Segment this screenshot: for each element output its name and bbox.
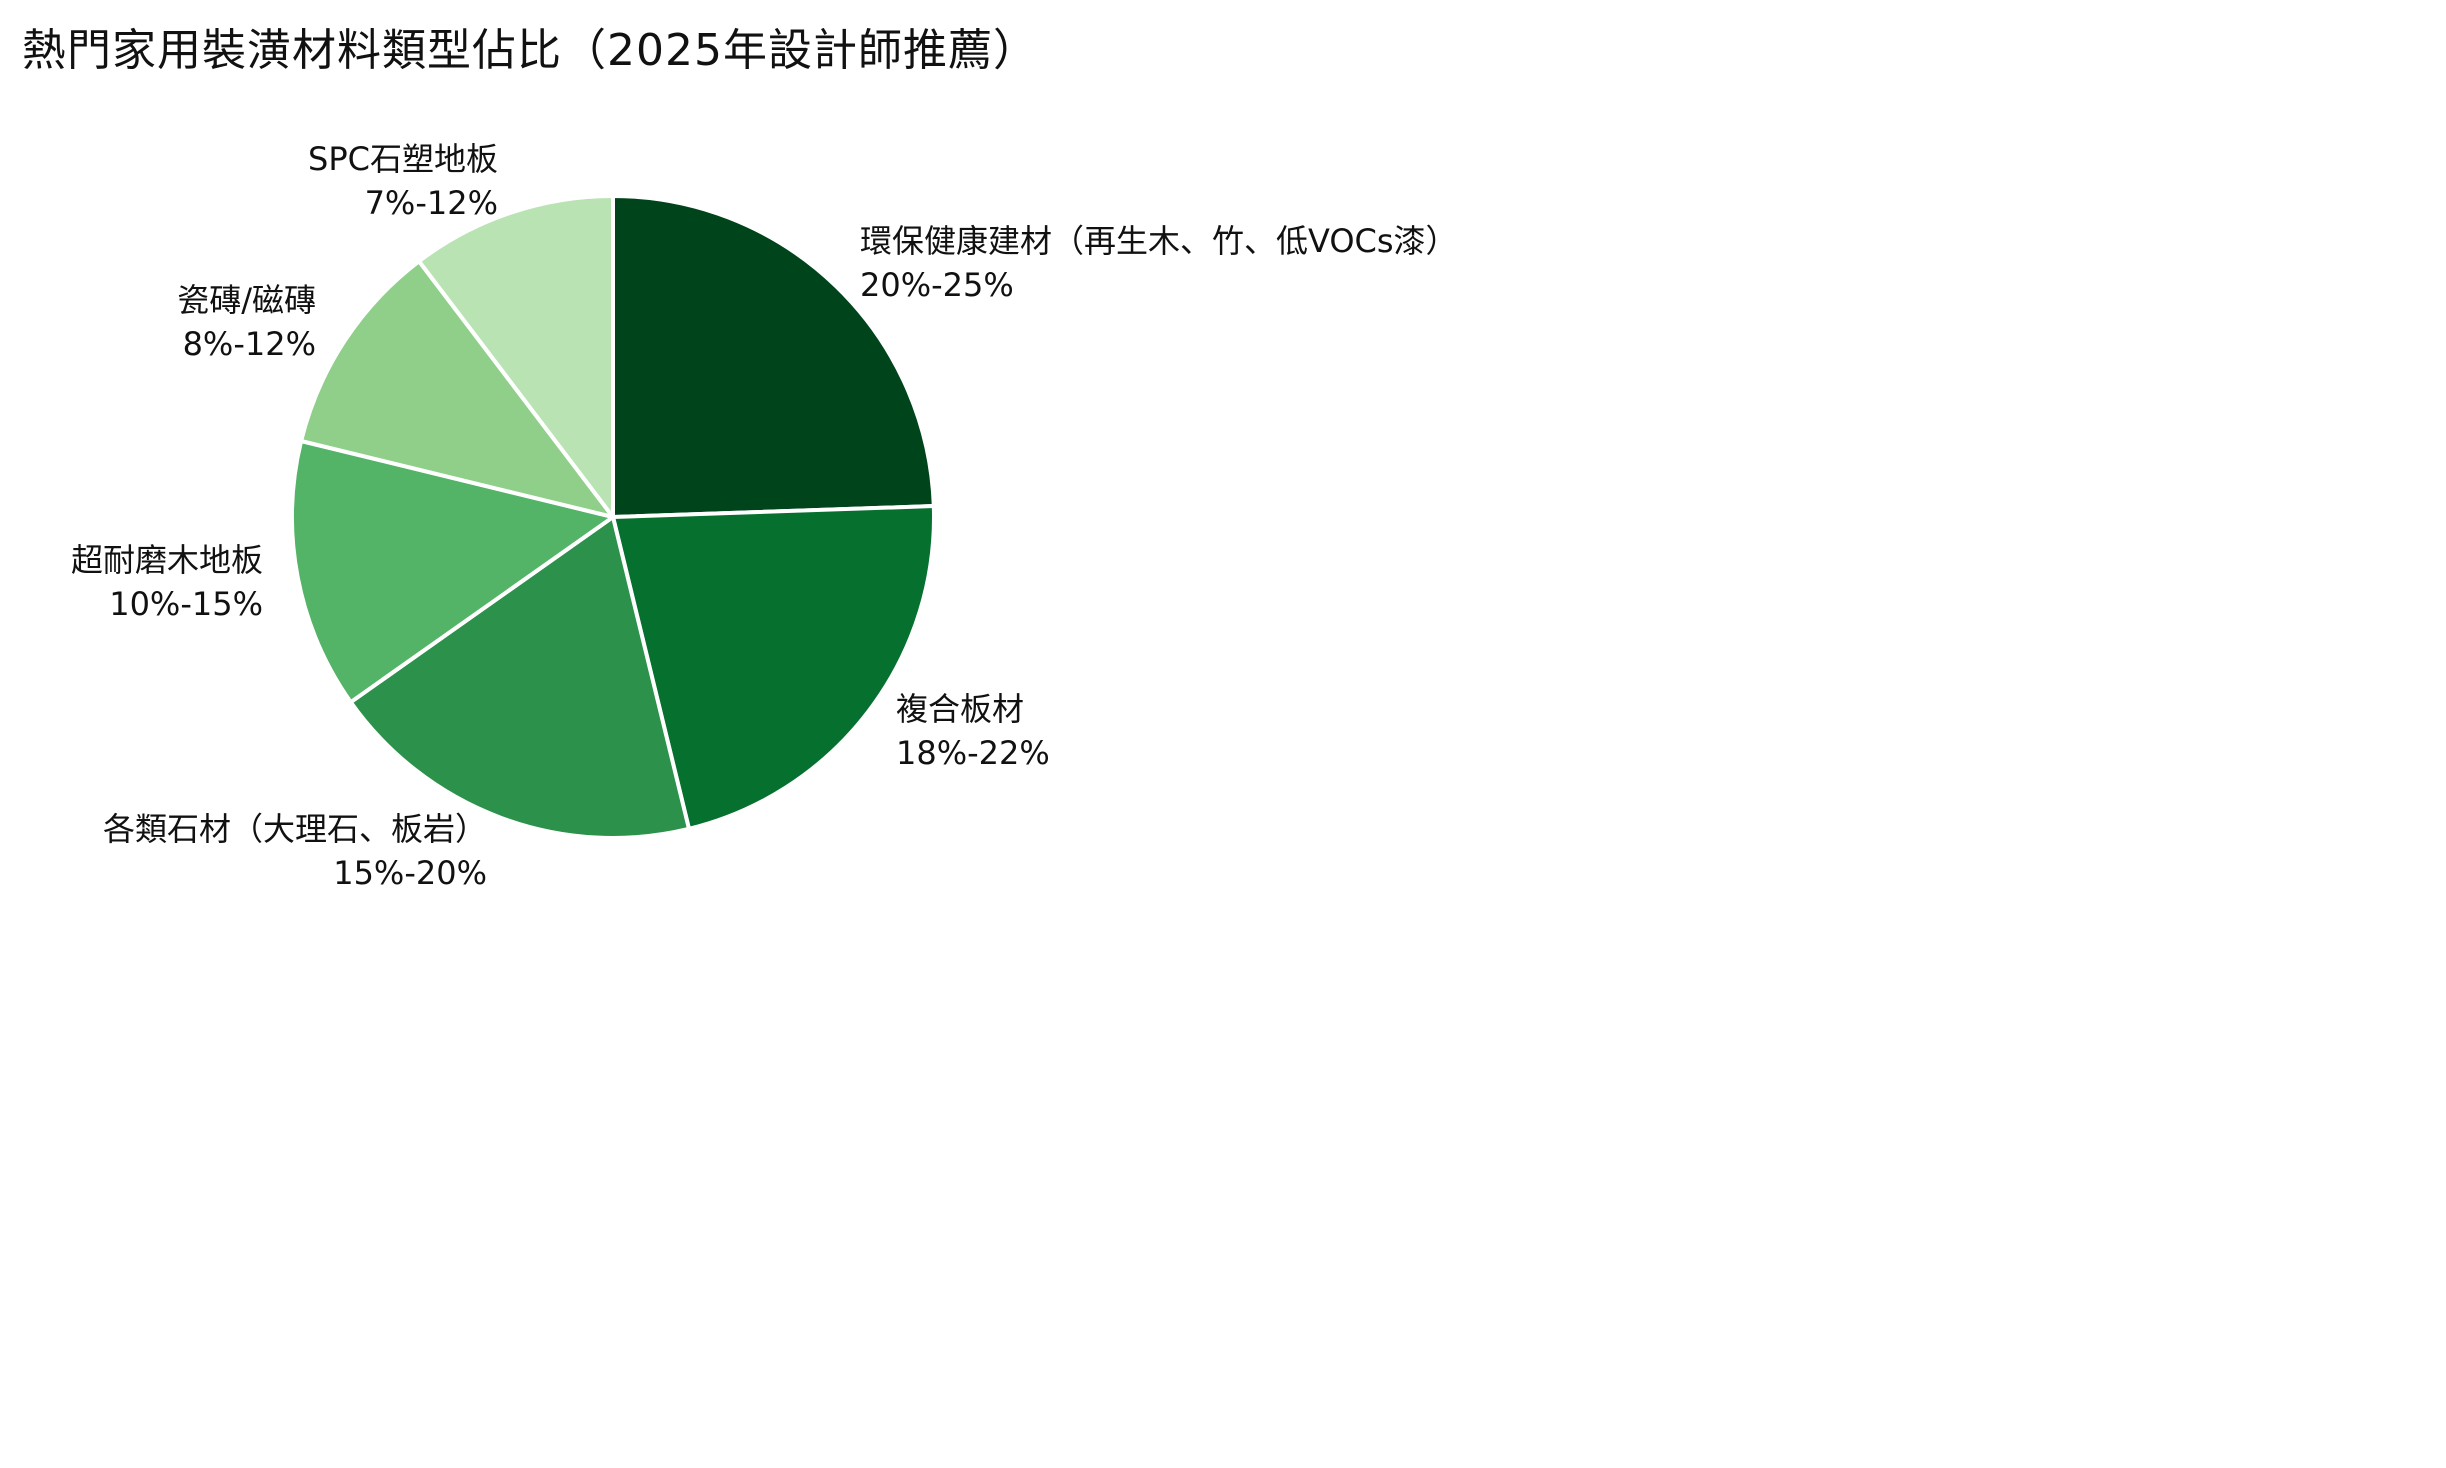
slice-label-range-4: 10%-15%: [109, 585, 263, 623]
pie-slice-4: [290, 439, 615, 705]
slice-label-range-5: 8%-12%: [183, 325, 316, 363]
slice-label-range-6: 7%-12%: [365, 184, 498, 222]
slice-label-name-1: 環保健康建材（再生木、竹、低VOCs漆）: [860, 222, 1458, 260]
slice-label-range-3: 15%-20%: [333, 854, 487, 892]
slice-label-name-3: 各類石材（大理石、板岩）: [103, 810, 487, 848]
pie-chart: 環保健康建材（再生木、竹、低VOCs漆） 20%-25% 複合板材 18%-22% 各類…: [71, 140, 1458, 892]
slice-label-name-6: SPC石塑地板: [308, 140, 498, 178]
pie-slice-5: [299, 259, 615, 519]
pie-slice-2: [611, 504, 936, 831]
pie-slices: [290, 194, 936, 840]
slice-label-range-2: 18%-22%: [896, 734, 1050, 772]
pie-slice-3: [348, 515, 691, 840]
slice-labels: 環保健康建材（再生木、竹、低VOCs漆） 20%-25% 複合板材 18%-22% 各類…: [71, 140, 1458, 892]
pie-slice-1: [611, 194, 936, 519]
slice-label-name-4: 超耐磨木地板: [71, 541, 263, 579]
slice-label-range-1: 20%-25%: [860, 266, 1014, 304]
chart-title: 熱門家用裝潢材料類型佔比（2025年設計師推薦）: [22, 25, 1038, 76]
slice-label-name-2: 複合板材: [896, 690, 1024, 728]
pie-slice-6: [417, 194, 615, 519]
slice-label-name-5: 瓷磚/磁磚: [177, 281, 316, 319]
